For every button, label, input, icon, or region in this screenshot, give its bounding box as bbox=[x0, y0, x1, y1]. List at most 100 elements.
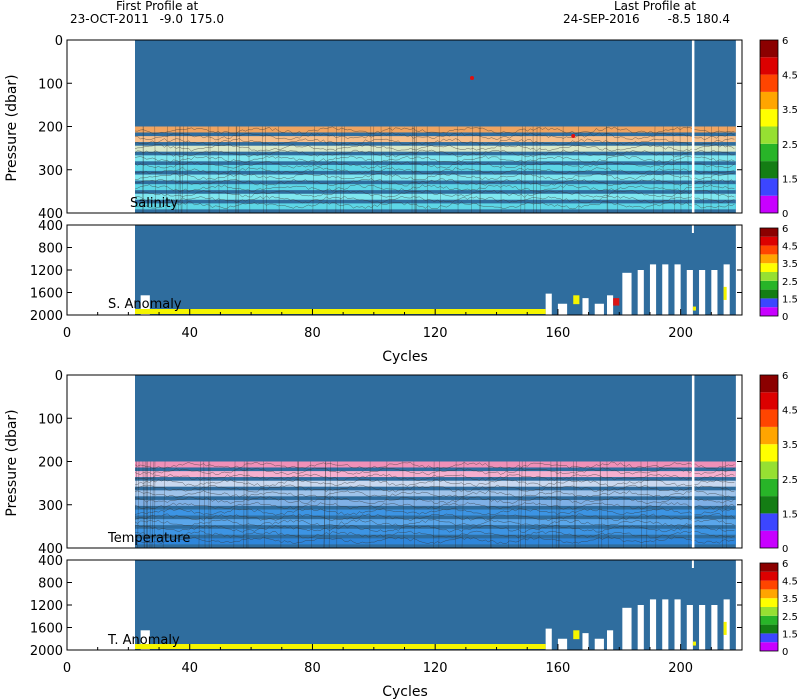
data-gap bbox=[607, 295, 614, 315]
data-gap bbox=[662, 264, 669, 315]
x-tick-label: 40 bbox=[181, 661, 198, 676]
heatmap-band bbox=[135, 126, 736, 133]
contour-line bbox=[135, 507, 735, 516]
colorbar-segment bbox=[760, 272, 778, 281]
colorbar-tick-label: 4.5 bbox=[782, 577, 798, 588]
data-gap bbox=[662, 599, 669, 650]
profile-streak bbox=[323, 461, 327, 548]
profile-streak bbox=[574, 461, 577, 548]
salinity-xlabel: Cycles bbox=[382, 349, 428, 365]
contour-line bbox=[135, 501, 735, 510]
y-tick-label: 400 bbox=[38, 554, 63, 569]
profile-streak bbox=[243, 461, 245, 548]
profile-streak bbox=[679, 126, 682, 213]
last-profile-lon: 180.4 bbox=[696, 12, 730, 26]
profile-streak bbox=[263, 461, 265, 548]
heatmap-band bbox=[135, 155, 736, 162]
colorbar-segment bbox=[760, 598, 778, 607]
colorbar-segment bbox=[760, 426, 778, 445]
profile-streak bbox=[135, 461, 137, 548]
data-gap bbox=[699, 605, 706, 650]
profile-streak bbox=[518, 461, 520, 548]
data-gap bbox=[594, 303, 604, 315]
flagged-point bbox=[571, 134, 576, 139]
anomaly-highlight bbox=[135, 644, 546, 649]
data-gap bbox=[674, 264, 681, 315]
profile-streak bbox=[478, 126, 481, 213]
first-profile-lat: -9.0 bbox=[160, 12, 183, 26]
colorbar-segment bbox=[760, 307, 778, 316]
x-tick-label: 0 bbox=[63, 661, 71, 676]
colorbar-tick-label: 4.5 bbox=[782, 242, 798, 253]
heatmap-band bbox=[135, 480, 736, 487]
profile-streak bbox=[226, 126, 230, 213]
heatmap-band bbox=[135, 164, 736, 171]
axis-ticks: 0100200300400400800120016002000010020030… bbox=[30, 34, 743, 676]
profile-streak bbox=[328, 461, 331, 548]
profile-streak bbox=[203, 461, 206, 548]
profile-streak bbox=[520, 461, 523, 548]
data-gap bbox=[711, 270, 718, 315]
heatmap-band bbox=[135, 203, 736, 210]
profile-streak bbox=[479, 126, 482, 213]
colorbar-tick-label: 2.5 bbox=[782, 140, 798, 151]
anomaly-highlight bbox=[692, 306, 696, 311]
profile-streak bbox=[261, 126, 264, 213]
contour-line bbox=[135, 513, 735, 522]
colorbar-frame bbox=[759, 227, 779, 317]
profile-streak bbox=[235, 126, 238, 213]
contour-line bbox=[135, 144, 735, 152]
y-tick-label: 800 bbox=[38, 242, 63, 257]
colorbar-tick-label: 2.5 bbox=[782, 475, 798, 486]
colorbar-segment bbox=[760, 513, 778, 531]
profile-streak bbox=[413, 461, 415, 548]
y-tick-label: 300 bbox=[38, 499, 63, 514]
profile-streak bbox=[461, 461, 465, 548]
y-tick-label: 100 bbox=[38, 412, 63, 427]
colorbar-segment bbox=[760, 571, 778, 581]
colorbar-segment bbox=[760, 236, 778, 246]
colorbar-tick-label: 0 bbox=[782, 312, 788, 323]
profile-streak bbox=[390, 126, 392, 213]
colorbar-frame bbox=[759, 374, 779, 549]
data-gap bbox=[140, 295, 150, 315]
profile-streak bbox=[149, 461, 152, 548]
colorbar-segment bbox=[760, 461, 778, 479]
data-gap bbox=[594, 638, 604, 650]
data-gap bbox=[545, 628, 552, 650]
contour-line bbox=[135, 496, 735, 505]
last-profile-date: 24-SEP-2016 bbox=[563, 12, 640, 26]
profile-streak bbox=[336, 461, 338, 548]
heatmap-band bbox=[135, 136, 736, 143]
y-tick-label: 800 bbox=[38, 577, 63, 592]
profile-streak bbox=[326, 126, 329, 213]
colorbar-segment bbox=[760, 74, 778, 92]
colorbar-segment bbox=[760, 624, 778, 634]
colorbar-segment bbox=[760, 563, 778, 572]
y-tick-label: 300 bbox=[38, 164, 63, 179]
data-gap bbox=[557, 303, 568, 315]
colorbar-tick-label: 0 bbox=[782, 544, 788, 555]
colorbar-tick-label: 6 bbox=[782, 371, 788, 382]
profile-streak bbox=[310, 461, 312, 548]
colorbar-tick-label: 2.5 bbox=[782, 277, 798, 288]
y-tick-label: 400 bbox=[38, 542, 63, 557]
colorbar-frame bbox=[759, 39, 779, 214]
data-gap bbox=[674, 599, 681, 650]
profile-streak bbox=[489, 461, 492, 548]
contour-line bbox=[135, 519, 735, 527]
colorbar-segment bbox=[760, 615, 778, 625]
x-tick-label: 120 bbox=[423, 326, 448, 341]
profile-streak bbox=[233, 461, 236, 548]
profile-streak bbox=[151, 461, 155, 548]
contour-line bbox=[135, 190, 735, 198]
heatmap-band bbox=[135, 184, 736, 191]
contour-line bbox=[135, 138, 735, 146]
anomaly-highlight bbox=[573, 295, 580, 305]
heatmap-band bbox=[135, 519, 736, 526]
profile-streak bbox=[265, 126, 268, 213]
profile-streak bbox=[402, 461, 405, 548]
data-gap bbox=[140, 630, 150, 650]
temperature-label: Temperature bbox=[107, 531, 190, 546]
